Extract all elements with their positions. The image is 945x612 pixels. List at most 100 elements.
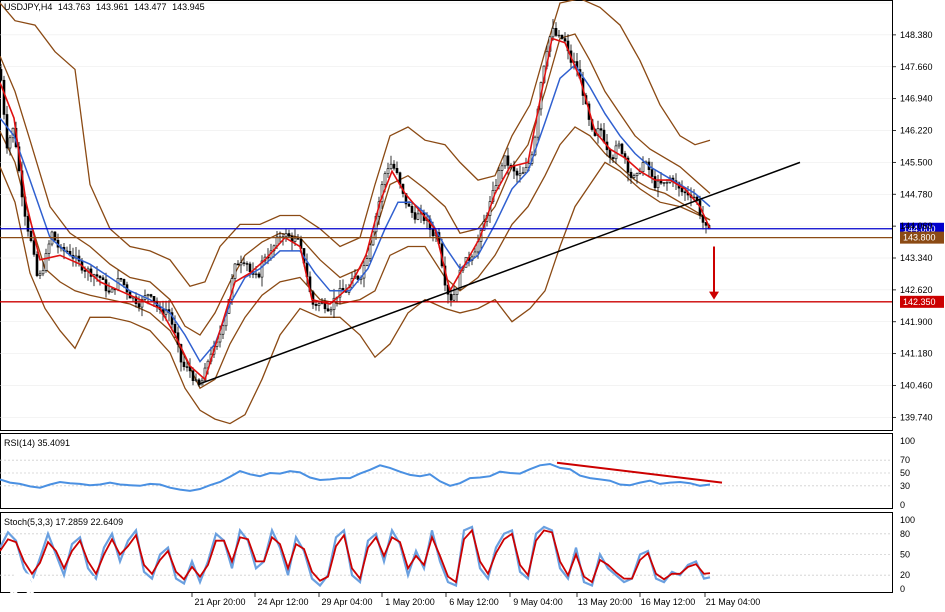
candle-body xyxy=(407,203,411,207)
candle-body xyxy=(242,262,246,264)
candle-body xyxy=(110,288,114,293)
price-axis-label: 148.380 xyxy=(900,30,933,40)
candle-body xyxy=(635,173,639,176)
rsi-axis-label: 0 xyxy=(900,500,905,510)
price-axis-label: 144.060 xyxy=(900,221,933,231)
candle-body xyxy=(413,212,417,220)
candle-body xyxy=(410,206,414,213)
candle-body xyxy=(632,175,636,178)
level-price-label: 142.350 xyxy=(903,297,936,307)
down-arrow-icon xyxy=(709,291,719,300)
stoch-axis-label: 100 xyxy=(900,515,915,525)
candle-body xyxy=(368,244,372,259)
candle-body xyxy=(284,233,288,238)
symbol-name: USDJPY,H4 xyxy=(4,2,52,12)
price-axis-label: 144.780 xyxy=(900,189,933,199)
candle-body xyxy=(5,114,9,149)
candle-body xyxy=(383,173,387,185)
candle-body xyxy=(599,128,603,131)
candle-body xyxy=(641,162,645,173)
candle-body xyxy=(656,180,660,189)
candle-body xyxy=(497,170,501,186)
candle-body xyxy=(560,34,564,39)
candle-body xyxy=(341,287,345,291)
ma-fast-line xyxy=(0,37,711,381)
candle-body xyxy=(626,157,630,173)
stoch-axis-label: 0 xyxy=(900,584,905,594)
candle-body xyxy=(260,260,264,278)
rsi-label: RSI(14) 35.4091 xyxy=(4,438,70,448)
candle-body xyxy=(53,231,57,241)
candle-body xyxy=(389,163,393,170)
time-axis-label: 24 Apr 12:00 xyxy=(257,597,308,607)
candle-body xyxy=(452,294,456,301)
candle-body xyxy=(563,38,567,42)
candle-body xyxy=(29,230,33,241)
candle-body xyxy=(179,344,183,363)
candle-body xyxy=(248,263,252,272)
price-panel-frame xyxy=(0,0,893,431)
candle-body xyxy=(98,275,102,279)
candle-body xyxy=(395,168,399,173)
candle-body xyxy=(650,169,654,177)
time-axis-label: 29 Apr 04:00 xyxy=(321,597,372,607)
price-axis-label: 146.220 xyxy=(900,126,933,136)
candle-body xyxy=(149,294,153,297)
candle-body xyxy=(0,69,3,81)
ohlc-low: 143.477 xyxy=(134,2,167,12)
price-axis-label: 143.340 xyxy=(900,253,933,263)
logo-icon xyxy=(8,572,36,600)
candle-body xyxy=(197,379,201,386)
ohlc-close: 143.945 xyxy=(172,2,205,12)
rsi-axis-label: 70 xyxy=(900,455,910,465)
candle-body xyxy=(107,290,111,293)
candle-body xyxy=(137,303,141,308)
candle-body xyxy=(554,28,558,36)
candle-body xyxy=(680,187,684,193)
candle-body xyxy=(296,238,300,240)
candle-body xyxy=(338,287,342,298)
candle-body xyxy=(533,136,537,156)
candle-body xyxy=(239,262,243,266)
candle-body xyxy=(293,238,297,242)
rsi-divergence-line[interactable] xyxy=(556,461,723,484)
candle-body xyxy=(38,273,42,276)
candle-body xyxy=(194,379,198,381)
price-axis-label: 141.900 xyxy=(900,317,933,327)
rsi-axis-label: 30 xyxy=(900,481,910,491)
stoch-axis-label: 20 xyxy=(900,570,910,580)
watermark-logo: instaforex Instant Forex Trading xyxy=(8,572,142,609)
candle-body xyxy=(662,182,666,184)
time-axis-label: 6 May 12:00 xyxy=(449,597,499,607)
candle-body xyxy=(185,366,189,368)
candle-body xyxy=(416,213,420,220)
price-axis-label: 147.660 xyxy=(900,62,933,72)
stoch-axis-label: 50 xyxy=(900,550,910,560)
rsi-axis-label: 50 xyxy=(900,468,910,478)
candle-body xyxy=(659,180,663,184)
candle-body xyxy=(392,163,396,169)
time-axis-label: 21 Apr 20:00 xyxy=(194,597,245,607)
candle-body xyxy=(332,297,336,310)
candle-body xyxy=(506,155,510,166)
candle-body xyxy=(173,324,177,334)
time-axis-label: 1 May 20:00 xyxy=(385,597,435,607)
ohlc-open: 143.763 xyxy=(58,2,91,12)
level-price-badge xyxy=(900,295,944,308)
watermark-tagline: Instant Forex Trading xyxy=(47,598,142,609)
candle-body xyxy=(518,173,522,176)
candle-body xyxy=(101,277,105,280)
price-axis-label: 139.740 xyxy=(900,412,933,422)
candle-body xyxy=(620,143,624,154)
bollinger-inner-upper-line xyxy=(0,33,711,336)
candle-body xyxy=(458,269,462,290)
symbol-header: USDJPY,H4 143.763 143.961 143.477 143.94… xyxy=(4,2,205,12)
candle-body xyxy=(608,149,612,158)
rsi-axis-label: 100 xyxy=(900,436,915,446)
candle-body xyxy=(611,157,615,160)
logo-icon-mark xyxy=(13,577,31,595)
candle-body xyxy=(503,155,507,167)
support-trendline[interactable] xyxy=(199,161,801,385)
bollinger-inner-lower-line xyxy=(0,126,711,390)
